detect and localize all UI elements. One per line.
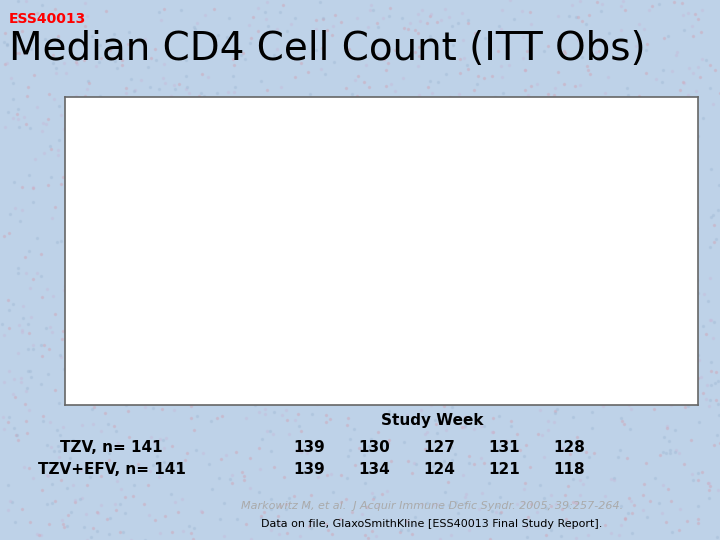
Text: 127: 127	[423, 440, 455, 455]
Text: 130: 130	[359, 440, 390, 455]
Text: 139: 139	[294, 462, 325, 477]
Text: Markowitz M, et al.  J Acquir Immune Defic Syndr. 2005; 39:257-264.: Markowitz M, et al. J Acquir Immune Defi…	[241, 501, 623, 511]
Text: 139: 139	[294, 440, 325, 455]
Text: Median CD4 Cell Count (ITT Obs): Median CD4 Cell Count (ITT Obs)	[9, 30, 645, 68]
Text: 134: 134	[359, 462, 390, 477]
Text: 128: 128	[553, 440, 585, 455]
Text: 121: 121	[488, 462, 520, 477]
Text: Data on file, GlaxoSmithKline [ESS40013 Final Study Report].: Data on file, GlaxoSmithKline [ESS40013 …	[261, 519, 603, 530]
Text: 118: 118	[553, 462, 585, 477]
Text: 131: 131	[488, 440, 520, 455]
Text: TZV+EFV, n= 141: TZV+EFV, n= 141	[37, 462, 186, 477]
Text: ESS40013: ESS40013	[9, 12, 86, 26]
Text: 124: 124	[423, 462, 455, 477]
Text: Study Week: Study Week	[381, 413, 483, 428]
Text: TZV, n= 141: TZV, n= 141	[60, 440, 163, 455]
